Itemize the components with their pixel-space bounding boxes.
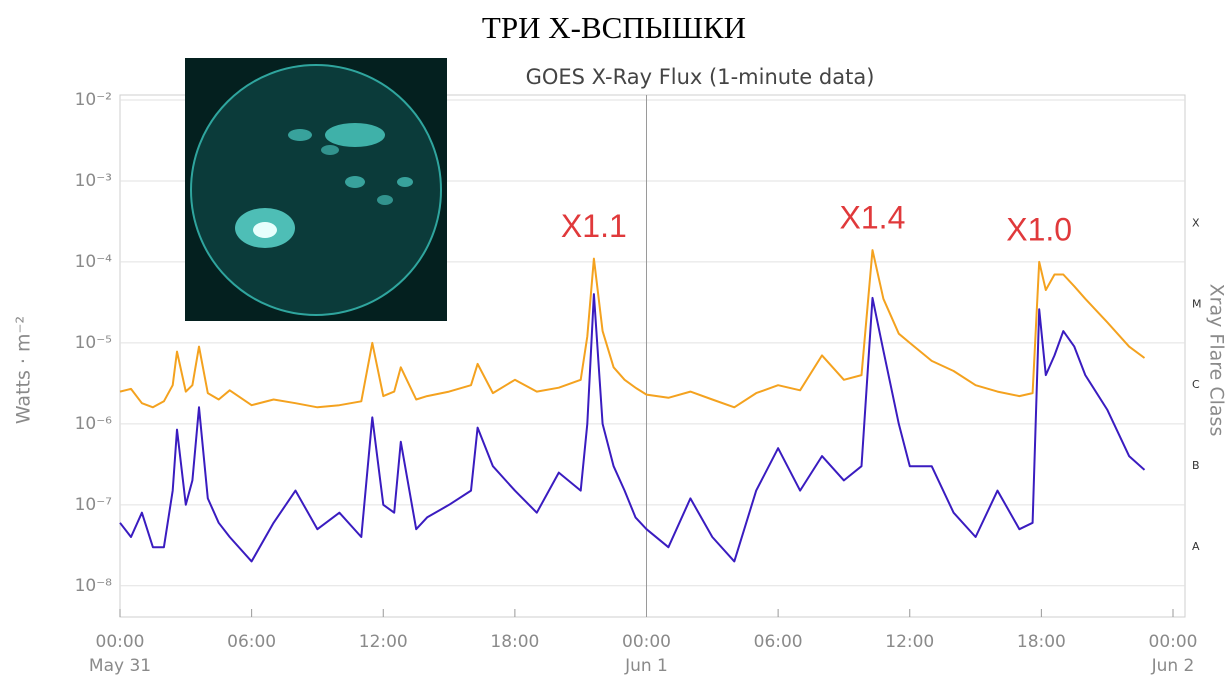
x-tick-label: 00:00 [1149, 632, 1198, 652]
y-tick-label: 10⁻⁸ [75, 576, 113, 596]
x-tick-label: 00:00 [96, 632, 145, 652]
y-axis-label: Watts · m⁻² [13, 316, 35, 424]
x-tick-label: 06:00 [227, 632, 276, 652]
y-tick-label: 10⁻² [75, 90, 112, 110]
y2-tick-label: M [1192, 297, 1202, 310]
chart: ТРИ X-ВСПЫШКИ GOES X-Ray Flux (1-minute … [0, 0, 1229, 682]
y-tick-label: 10⁻³ [75, 171, 112, 191]
background [0, 0, 1229, 682]
y-tick-label: 10⁻⁶ [75, 414, 113, 434]
x-tick-label: 12:00 [359, 632, 408, 652]
y2-axis-label: Xray Flare Class [1206, 284, 1228, 437]
sun-inset [185, 58, 447, 321]
x-tick-label: 18:00 [1017, 632, 1066, 652]
x-tick-date: Jun 1 [624, 656, 668, 676]
y-tick-label: 10⁻⁷ [75, 495, 113, 515]
chart-subtitle: GOES X-Ray Flux (1-minute data) [526, 65, 875, 89]
flare-annotation: X1.4 [840, 200, 906, 236]
x-tick-date: Jun 2 [1151, 656, 1195, 676]
x-tick-label: 18:00 [490, 632, 539, 652]
flare-annotation: X1.1 [561, 208, 627, 244]
x-tick-label: 00:00 [622, 632, 671, 652]
y2-tick-label: C [1192, 378, 1200, 391]
x-tick-label: 06:00 [754, 632, 803, 652]
y2-tick-label: A [1192, 540, 1200, 553]
x-tick-label: 12:00 [885, 632, 934, 652]
flare-annotation: X1.0 [1006, 211, 1072, 247]
y2-tick-label: X [1192, 216, 1200, 229]
y-tick-label: 10⁻⁴ [75, 252, 113, 272]
chart-title: ТРИ X-ВСПЫШКИ [482, 10, 746, 45]
y-tick-label: 10⁻⁵ [75, 333, 112, 353]
y2-tick-label: B [1192, 459, 1200, 472]
x-tick-date: May 31 [89, 656, 151, 676]
